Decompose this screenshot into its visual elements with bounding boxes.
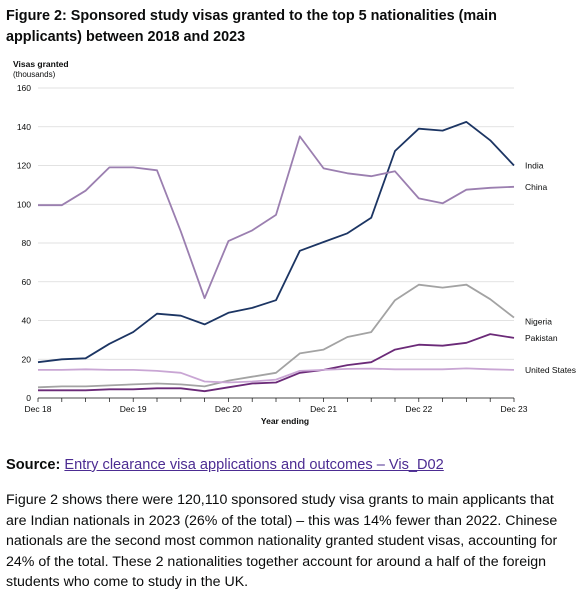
x-tick-label-12: Dec 21 <box>310 404 337 414</box>
y-tick-label-5: 100 <box>17 199 31 209</box>
x-tick-label-4: Dec 19 <box>120 404 147 414</box>
y-tick-label-4: 80 <box>22 238 32 248</box>
figure-title: Figure 2: Sponsored study visas granted … <box>6 6 576 48</box>
series-lines <box>37 121 515 393</box>
source-link[interactable]: Entry clearance visa applications and ou… <box>64 457 444 473</box>
y-tick-label-0: 0 <box>26 393 31 403</box>
x-axis-ticks: Dec 18 Dec 19 Dec 20 Dec 21 Dec 22 Dec 23 <box>25 398 528 414</box>
series-line-nigeria <box>37 283 515 389</box>
gridlines <box>38 87 514 360</box>
x-tick-label-8: Dec 20 <box>215 404 242 414</box>
source-line: Source: Entry clearance visa application… <box>6 455 444 475</box>
series-label-india: India <box>525 161 544 171</box>
series-line-united-states <box>38 367 515 384</box>
x-tick-label-20: Dec 23 <box>501 404 528 414</box>
series-label-pakistan: Pakistan <box>525 333 558 343</box>
x-tick-label-16: Dec 22 <box>405 404 432 414</box>
body-paragraph: Figure 2 shows there were 120,110 sponso… <box>6 492 558 590</box>
y-tick-label-2: 40 <box>22 316 32 326</box>
series-line-china <box>38 135 515 300</box>
series-label-united-states: United States <box>525 365 576 375</box>
y-axis-ticks: 0 20 40 60 80 100 120 140 160 <box>17 83 31 403</box>
y-tick-label-3: 60 <box>22 277 32 287</box>
figure-title-text: Sponsored study visas granted to the top… <box>6 8 497 45</box>
figure-label: Figure 2: <box>6 8 67 24</box>
y-tick-label-7: 140 <box>17 122 31 132</box>
y-tick-label-6: 120 <box>17 161 31 171</box>
series-label-china: China <box>525 182 547 192</box>
x-axis-title: Year ending <box>261 416 309 426</box>
y-axis-title: Visas granted <box>13 59 69 69</box>
series-labels: India China Nigeria Pakistan United States <box>525 161 576 375</box>
y-axis-unit: (thousands) <box>13 70 56 79</box>
series-line-india <box>37 121 515 364</box>
series-label-nigeria: Nigeria <box>525 317 552 327</box>
line-chart: Visas granted (thousands) 0 20 40 60 80 100 12… <box>13 59 576 426</box>
y-tick-label-8: 160 <box>17 83 31 93</box>
series-line-pakistan <box>38 333 515 393</box>
x-tick-label-0: Dec 18 <box>25 404 52 414</box>
y-tick-label-1: 20 <box>22 354 32 364</box>
source-label: Source: <box>6 457 61 473</box>
